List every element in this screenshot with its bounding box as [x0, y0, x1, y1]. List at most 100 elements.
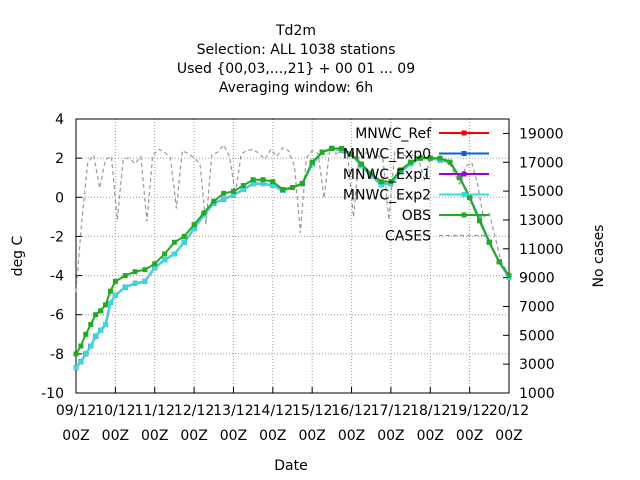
- series-point-obs: [260, 177, 266, 183]
- x-tick-label-date: 11/12: [135, 403, 175, 419]
- x-tick-label-hour: 00Z: [141, 428, 168, 444]
- series-point-mnwc-exp2: [250, 181, 256, 187]
- series-point-obs: [201, 210, 207, 216]
- series-mnwc-exp2: [73, 145, 512, 371]
- series-mnwc-exp0: [73, 145, 512, 371]
- x-tick-label-hour: 00Z: [338, 428, 365, 444]
- series-line-obs: [75, 147, 510, 355]
- series-point-mnwc-exp2: [103, 322, 108, 327]
- series-point-obs: [191, 222, 197, 228]
- series-point-obs: [417, 155, 423, 161]
- series-point-obs: [122, 273, 128, 279]
- x-tick-label-hour: 00Z: [220, 428, 247, 444]
- plot-frame: [75, 118, 510, 394]
- x-tick-label-hour: 00Z: [456, 428, 483, 444]
- series-point-mnwc-exp2: [152, 265, 158, 271]
- series-point-mnwc-exp2: [98, 327, 104, 333]
- series-point-obs: [408, 159, 414, 165]
- series-point-obs: [171, 239, 177, 245]
- series-point-obs: [290, 185, 295, 190]
- x-tick-label-date: 19/12: [449, 403, 489, 419]
- legend-label-mnwc-exp1: MNWC_Exp1: [343, 167, 431, 183]
- series-point-obs: [427, 155, 433, 161]
- series-point-obs: [378, 179, 384, 185]
- series-point-obs: [457, 175, 463, 181]
- series-point-obs: [339, 145, 345, 151]
- y-tick-label: -6: [50, 308, 64, 324]
- series-point-mnwc-exp2: [93, 333, 99, 339]
- series-point-mnwc-exp2: [78, 359, 84, 365]
- x-tick-label-hour: 00Z: [102, 428, 129, 444]
- y-tick-label: 2: [55, 151, 64, 167]
- series-point-obs: [83, 331, 89, 337]
- y-tick-label: -2: [50, 229, 64, 245]
- series-point-obs: [437, 155, 443, 161]
- series-point-mnwc-exp2: [162, 257, 168, 263]
- legend-marker-obs: [461, 212, 467, 218]
- series-point-obs: [329, 145, 335, 151]
- legend-marker-mnwc-exp2: [461, 192, 467, 197]
- series-point-obs: [398, 167, 404, 173]
- series-mnwc-ref: [73, 145, 512, 371]
- y-axis-ticks: -10 -8 -6 -4 -2 0 2 4: [41, 112, 82, 402]
- series-point-mnwc-exp2: [132, 280, 138, 286]
- series-point-obs: [93, 312, 99, 318]
- series-point-mnwc-exp2: [221, 196, 227, 202]
- y2-tick-label: 11000: [519, 242, 564, 258]
- series-point-mnwc-exp2: [122, 284, 128, 290]
- series-point-obs: [349, 151, 354, 157]
- series-lines: [73, 143, 512, 371]
- series-point-obs: [270, 179, 276, 185]
- series-point-mnwc-exp2: [378, 182, 384, 188]
- series-point-obs: [280, 187, 286, 192]
- series-obs: [73, 145, 512, 357]
- x-axis-label: Date: [274, 458, 307, 474]
- y2-tick-label: 13000: [519, 213, 564, 229]
- series-point-mnwc-exp2: [142, 278, 148, 284]
- series-point-obs: [231, 188, 236, 194]
- legend: MNWC_Ref MNWC_Exp0 MNWC_Exp1 MNWC_Exp2 OBS CA…: [343, 126, 489, 245]
- legend-marker-mnwc-ref: [461, 130, 467, 136]
- y2-tick-label: 19000: [519, 126, 564, 142]
- series-point-obs: [467, 194, 473, 200]
- x-tick-label-date: 12/12: [174, 403, 214, 419]
- series-mnwc-exp1: [73, 145, 512, 371]
- x-tick-label-date: 14/12: [253, 403, 293, 419]
- series-point-obs: [240, 183, 246, 188]
- legend-label-mnwc-exp2: MNWC_Exp2: [343, 188, 431, 204]
- series-point-obs: [162, 251, 168, 257]
- series-point-obs: [211, 198, 217, 204]
- x-tick-label-hour: 00Z: [417, 428, 444, 444]
- series-point-mnwc-exp2: [260, 181, 266, 187]
- series-point-obs: [152, 261, 158, 267]
- series-line-mnwc-exp1: [75, 147, 510, 369]
- legend-label-obs: OBS: [402, 208, 431, 224]
- title-block: Td2m Selection: ALL 1038 stations Used {…: [177, 23, 415, 96]
- series-point-mnwc-exp2: [107, 300, 113, 306]
- series-point-obs: [98, 308, 104, 314]
- series-point-obs: [477, 218, 482, 224]
- series-point-obs: [103, 302, 108, 308]
- y-tick-label: 4: [55, 112, 64, 128]
- y2-axis-label: No cases: [591, 225, 607, 288]
- series-point-obs: [368, 171, 374, 177]
- series-point-obs: [142, 267, 148, 273]
- x-tick-label-date: 16/12: [331, 403, 371, 419]
- series-point-obs: [447, 159, 453, 165]
- chart-subtitle-selection: Selection: ALL 1038 stations: [197, 42, 396, 58]
- y2-tick-label: 5000: [519, 328, 555, 344]
- y2-tick-label: 17000: [519, 155, 564, 171]
- series-point-mnwc-exp2: [88, 343, 94, 349]
- x-tick-label-date: 20/12: [489, 403, 529, 419]
- grid: [75, 118, 510, 394]
- series-point-obs: [496, 259, 502, 265]
- chart-title: Td2m: [275, 23, 316, 39]
- series-line-mnwc-ref: [75, 147, 510, 369]
- series-point-obs: [299, 181, 305, 187]
- series-point-mnwc-exp2: [240, 187, 246, 192]
- series-point-obs: [132, 269, 138, 275]
- series-point-obs: [73, 351, 79, 357]
- series-point-obs: [388, 179, 394, 185]
- series-line-mnwc-exp0: [75, 147, 510, 369]
